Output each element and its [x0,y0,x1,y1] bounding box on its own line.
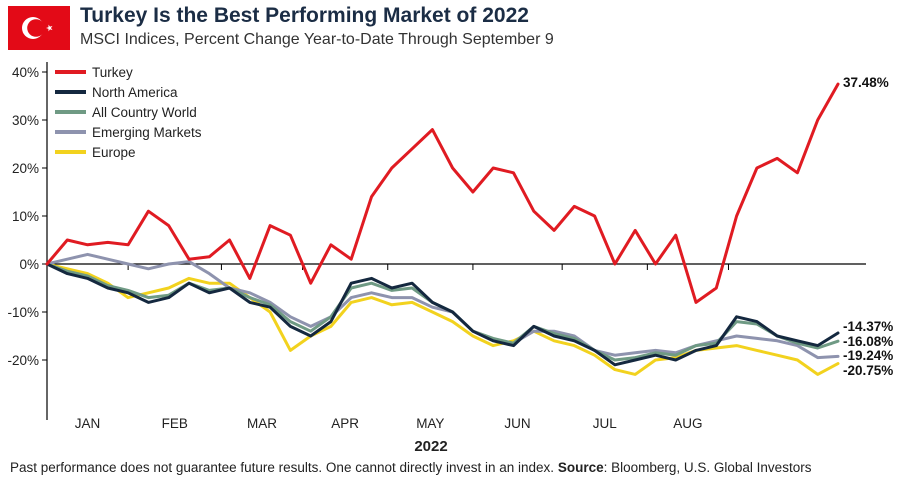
end-value-label: -20.75% [843,363,893,378]
y-tick-label: 10% [12,209,39,224]
y-tick-label: -20% [7,353,39,368]
source-text: : Bloomberg, U.S. Global Investors [603,460,812,475]
x-tick-label: JAN [75,416,101,431]
series-line-turkey [45,82,840,304]
turkey-flag-icon [8,6,70,50]
end-value-label: -16.08% [843,334,893,349]
x-tick-label: AUG [673,416,702,431]
legend-label: Emerging Markets [92,125,202,140]
source-label: Source [557,460,604,475]
footnote: Past performance does not guarantee futu… [10,460,811,475]
end-value-label: -14.37% [843,319,893,334]
x-axis-label: 2022 [414,438,447,455]
x-tick-label: MAR [247,416,277,431]
x-tick-label: JUL [593,416,617,431]
x-tick-label: FEB [162,416,188,431]
legend-label: Turkey [92,65,133,80]
end-value-label: -19.24% [843,348,893,363]
chart-subtitle: MSCI Indices, Percent Change Year-to-Dat… [80,31,554,48]
end-value-label: 37.48% [843,75,889,90]
x-tick-label: JUN [504,416,530,431]
y-tick-label: 20% [12,161,39,176]
y-tick-label: 30% [12,113,39,128]
disclaimer-text: Past performance does not guarantee futu… [10,460,555,475]
chart-title: Turkey Is the Best Performing Market of … [80,4,529,27]
x-tick-label: APR [331,416,359,431]
legend-label: Europe [92,145,136,160]
legend-label: North America [92,85,178,100]
legend-label: All Country World [92,105,197,120]
x-tick-label: MAY [416,416,444,431]
y-tick-label: 40% [12,65,39,80]
y-tick-label: -10% [7,305,39,320]
y-tick-label: 0% [19,257,39,272]
series-line-north-america [45,262,840,367]
